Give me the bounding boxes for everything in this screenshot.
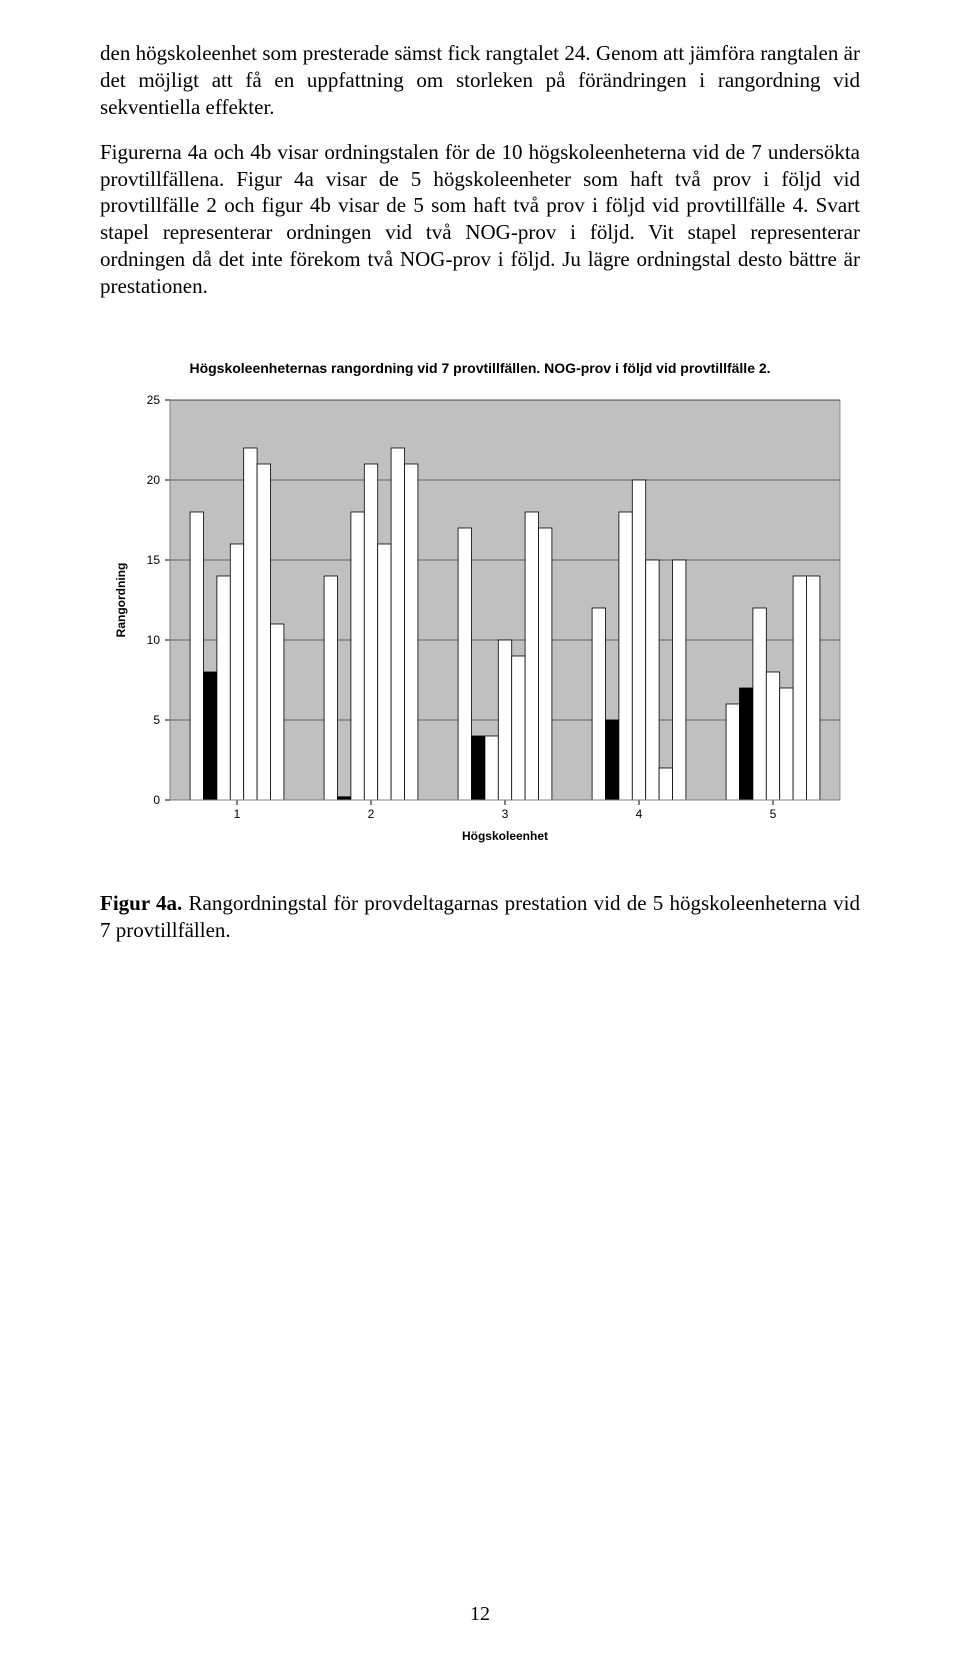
paragraph-1: den högskoleenhet som presterade sämst f… — [100, 40, 860, 121]
svg-text:20: 20 — [147, 473, 161, 487]
chart-title: Högskoleenheternas rangordning vid 7 pro… — [100, 360, 860, 376]
svg-text:3: 3 — [502, 807, 509, 821]
svg-text:2: 2 — [368, 807, 375, 821]
svg-text:15: 15 — [147, 553, 161, 567]
caption-label: Figur 4a. — [100, 891, 182, 915]
svg-text:25: 25 — [147, 393, 161, 407]
svg-text:0: 0 — [153, 793, 160, 807]
rangordning-bar-chart: 0 5 10 15 20 25 Rangordning 1 2 3 4 5 Högskoleenhet — [100, 380, 860, 860]
svg-text:10: 10 — [147, 633, 161, 647]
figure-caption: Figur 4a. Rangordningstal för provdeltag… — [100, 890, 860, 944]
page: den högskoleenhet som presterade sämst f… — [0, 0, 960, 1656]
caption-text: Rangordningstal för provdeltagarnas pres… — [100, 891, 860, 942]
svg-text:5: 5 — [153, 713, 160, 727]
svg-text:4: 4 — [636, 807, 643, 821]
svg-text:5: 5 — [770, 807, 777, 821]
svg-text:Högskoleenhet: Högskoleenhet — [462, 829, 548, 843]
svg-text:1: 1 — [234, 807, 241, 821]
page-number: 12 — [0, 1603, 960, 1626]
svg-text:Rangordning: Rangordning — [114, 563, 128, 638]
paragraph-2: Figurerna 4a och 4b visar ordningstalen … — [100, 139, 860, 300]
chart-container: 0 5 10 15 20 25 Rangordning 1 2 3 4 5 Högskoleenhet — [100, 380, 860, 860]
